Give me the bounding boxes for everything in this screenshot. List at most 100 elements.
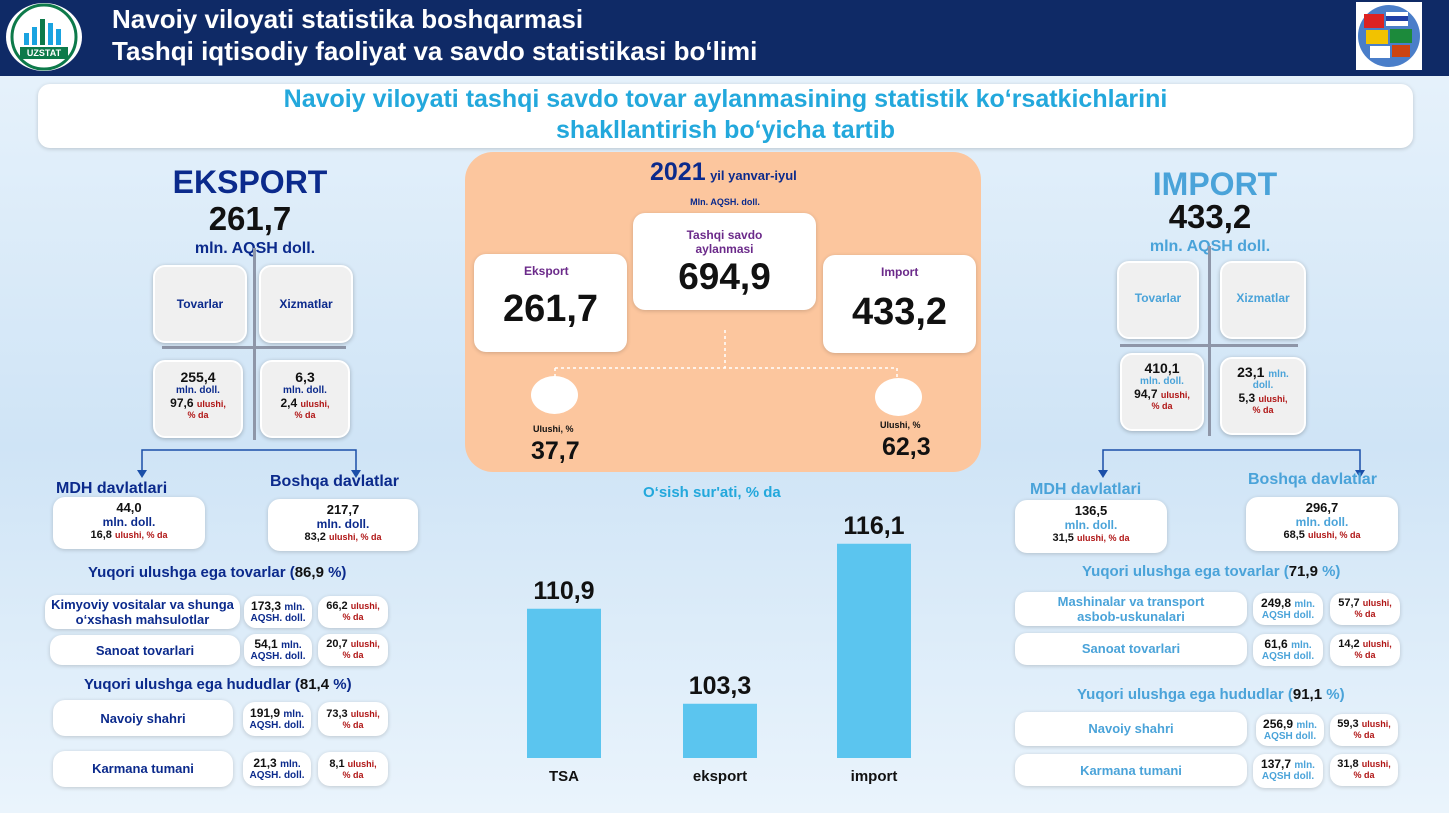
import-cis-unit: mln. doll.	[1064, 518, 1118, 532]
import-share-bubble	[875, 378, 922, 416]
export-goods-unit: mln. doll.	[176, 385, 220, 396]
export-region-1-name-card: Navoiy shahri	[53, 700, 233, 736]
export-goods-label: Tovarlar	[176, 297, 224, 311]
center-import-value: 433,2	[851, 291, 948, 333]
import-other-share: 68,5	[1283, 529, 1305, 541]
export-goods-2-name: Sanoat tovarlari	[95, 643, 195, 658]
import-share-label: Ulushi, %	[880, 420, 921, 430]
import-region-1-share-card: 59,3 ulushi, % da	[1330, 714, 1398, 746]
export-other-unit: mln. doll.	[316, 517, 370, 531]
chart-title: O‘sish sur'ati, % da	[643, 484, 781, 501]
import-cis-card: 136,5 mln. doll. 31,5 ulushi, % da	[1015, 500, 1167, 553]
import-services-share: 5,3	[1238, 391, 1256, 405]
export-regions-heading: Yuqori ulushga ega hududlar (81,4 %)	[84, 676, 352, 693]
export-goods-1-share-card: 66,2 ulushi, % da	[318, 596, 388, 628]
export-goods-1-name-card: Kimyoviy vositalar va shunga o‘xshash ma…	[45, 595, 240, 629]
bar-import	[837, 543, 911, 758]
export-region-1-name: Navoiy shahri	[100, 711, 186, 726]
center-import-card: Import 433,2	[823, 255, 976, 353]
import-goods-value-card: 410,1 mln. doll. 94,7 ulushi, % da	[1120, 353, 1204, 431]
export-goods-2-share-card: 20,7 ulushi, % da	[318, 634, 388, 666]
export-region-1-value-card: 191,9 mln. AQSH. doll.	[243, 702, 311, 736]
bar-value-label: 116,1	[843, 512, 904, 540]
center-connector	[554, 330, 898, 380]
export-goods-value-card: 255,4 mln. doll. 97,6 ulushi, % da	[153, 360, 243, 438]
center-export-card: Eksport 261,7	[474, 254, 627, 352]
import-services-value: 23,1	[1237, 364, 1265, 380]
export-region-2-name: Karmana tumani	[92, 761, 194, 776]
export-region-1-share-card: 73,3 ulushi, % da	[318, 702, 388, 736]
title-line-2: shakllantirish bo‘yicha tartib	[556, 116, 895, 144]
import-cis-label: MDH davlatlari	[1030, 481, 1142, 498]
uzstat-logo: UZSTAT	[6, 3, 82, 71]
export-goods-1-name-l1: Kimyoviy vositalar va shunga	[51, 597, 234, 612]
export-cis-share-word: ulushi, % da	[114, 530, 168, 540]
export-goods-2-value-card: 54,1 mln. AQSH. doll.	[244, 634, 312, 666]
world-flags-icon	[1358, 5, 1420, 67]
export-services-share: 2,4	[280, 396, 298, 410]
export-services-card: Xizmatlar	[259, 265, 353, 343]
export-services-value-card: 6,3 mln. doll. 2,4 ulushi, % da	[260, 360, 350, 438]
import-region-2-name: Karmana tumani	[1080, 763, 1182, 778]
bar-value-label: 110,9	[533, 577, 594, 605]
export-other-label: Boshqa davlatlar	[270, 473, 399, 490]
import-services-value-card: 23,1 mln. doll. 5,3 ulushi, % da	[1220, 357, 1306, 435]
import-goods-heading: Yuqori ulushga ega tovarlar (71,9 %)	[1082, 563, 1341, 580]
header-bar	[0, 0, 1449, 76]
import-services-label: Xizmatlar	[1236, 291, 1290, 305]
export-total: 261,7	[208, 200, 292, 237]
growth-bar-chart: 110,9 TSA 103,3 eksport 116,1 import	[527, 512, 911, 785]
export-cis-card: 44,0 mln. doll. 16,8 ulushi, % da	[53, 497, 205, 549]
import-goods-1-name-l1: Mashinalar va transport	[1057, 594, 1205, 609]
flags-image	[1356, 2, 1422, 70]
export-share-bubble	[531, 376, 578, 414]
import-region-2-share-card: 31,8 ulushi, % da	[1330, 754, 1398, 786]
export-region-2-share-card: 8,1 ulushi, % da	[318, 752, 388, 786]
import-region-1-name: Navoiy shahri	[1088, 721, 1174, 736]
header-line-1: Navoiy viloyati statistika boshqarmasi	[112, 4, 584, 34]
share-word: ulushi,	[300, 399, 330, 409]
title-line-1: Navoiy viloyati tashqi savdo tovar aylan…	[283, 85, 1168, 113]
export-cis-value: 44,0	[116, 500, 142, 515]
import-goods-1-value-card: 249,8 mln. AQSH doll.	[1253, 593, 1323, 625]
import-v-axis	[1208, 246, 1211, 436]
share-word: ulushi,	[196, 399, 226, 409]
import-goods-1-name-l2: asbob-uskunalari	[1077, 609, 1185, 624]
import-other-value: 296,7	[1305, 500, 1339, 515]
import-regions-heading: Yuqori ulushga ega hududlar (91,1 %)	[1077, 686, 1345, 703]
import-other-unit: mln. doll.	[1295, 515, 1349, 529]
import-goods-unit: mln. doll.	[1140, 376, 1184, 387]
export-other-share: 83,2	[304, 531, 326, 543]
import-share-value: 62,3	[882, 433, 931, 461]
export-goods-2-name-card: Sanoat tovarlari	[50, 635, 240, 665]
export-other-share-word: ulushi, % da	[328, 532, 382, 542]
export-cis-share: 16,8	[90, 529, 112, 541]
import-other-label: Boshqa davlatlar	[1248, 471, 1377, 488]
export-goods-card: Tovarlar	[153, 265, 247, 343]
export-services-unit: mln. doll.	[283, 385, 327, 396]
export-region-2-name-card: Karmana tumani	[53, 751, 233, 787]
bar-category-label: import	[851, 768, 898, 785]
export-goods-heading: Yuqori ulushga ega tovarlar (86,9 %)	[88, 564, 347, 581]
logo-emblem-icon	[10, 3, 78, 71]
header-line-2: Tashqi iqtisodiy faoliyat va savdo stati…	[112, 36, 758, 66]
import-other-card: 296,7 mln. doll. 68,5 ulushi, % da	[1246, 497, 1398, 551]
export-cis-unit: mln. doll.	[102, 515, 156, 529]
import-goods-2-name-card: Sanoat tovarlari	[1015, 633, 1247, 665]
import-total: 433,2	[1168, 198, 1252, 235]
logo-text: UZSTAT	[20, 47, 68, 59]
bar-TSA	[527, 608, 601, 758]
title-card: Navoiy viloyati tashqi savdo tovar aylan…	[38, 84, 1413, 148]
share-unit: % da	[294, 410, 316, 420]
bar-category-label: TSA	[549, 768, 579, 785]
import-goods-label: Tovarlar	[1134, 291, 1182, 305]
import-goods-share: 94,7	[1134, 387, 1158, 401]
import-goods-2-value-card: 61,6 mln. AQSH doll.	[1253, 634, 1323, 666]
export-goods-value: 255,4	[180, 369, 216, 385]
import-region-1-name-card: Navoiy shahri	[1015, 712, 1247, 746]
export-share-label: Ulushi, %	[533, 424, 574, 434]
import-goods-1-name-card: Mashinalar va transport asbob-uskunalari	[1015, 592, 1247, 626]
export-goods-1-name-l2: o‘xshash mahsulotlar	[75, 612, 210, 627]
bar-value-label: 103,3	[689, 672, 752, 700]
export-h-axis	[162, 346, 346, 349]
